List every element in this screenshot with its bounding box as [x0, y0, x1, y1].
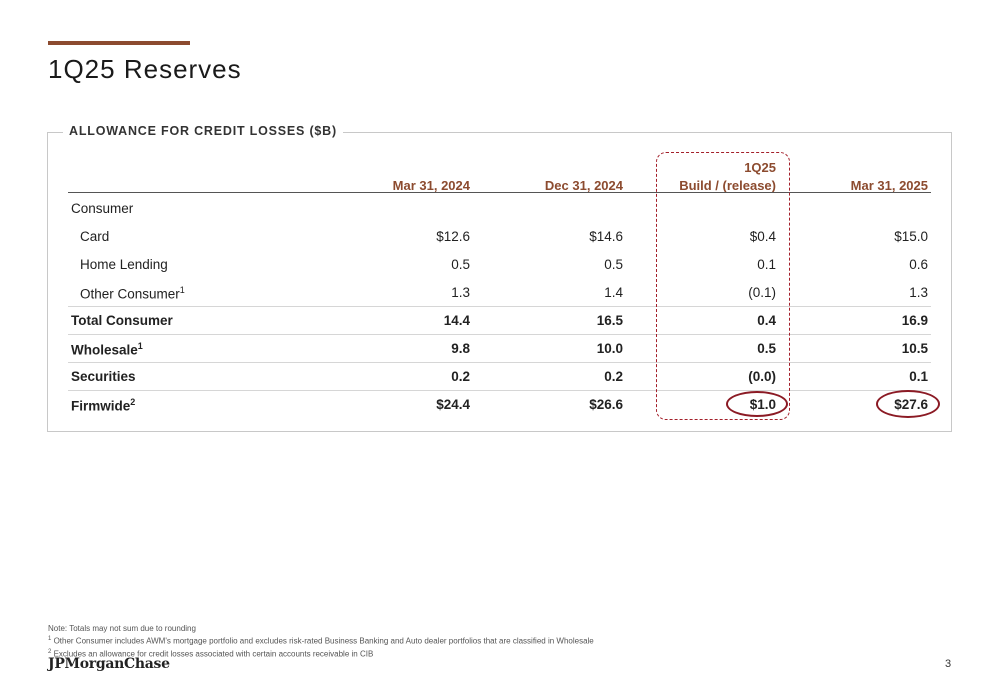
cell-build-release: 0.4 [757, 313, 776, 328]
build-release-highlight-box [656, 152, 790, 420]
row-label: Firmwide2 [71, 397, 136, 414]
cell-mar-2025: 1.3 [909, 285, 928, 300]
row-label: Total Consumer [71, 313, 173, 328]
cell-build-release: 0.1 [757, 257, 776, 272]
column-header-build-release: Build / (release) [679, 178, 776, 193]
cell-dec-2024: 16.5 [596, 313, 623, 328]
cell-mar-2025: 10.5 [901, 341, 928, 356]
panel-label: ALLOWANCE FOR CREDIT LOSSES ($B) [63, 124, 343, 138]
column-header-dec-2024: Dec 31, 2024 [544, 178, 623, 193]
cell-build-release: $0.4 [749, 229, 776, 244]
note-2: 2 Excludes an allowance for credit losse… [48, 648, 374, 659]
cell-mar-2024: 14.4 [443, 313, 470, 328]
table-row-other-consumer: Other Consumer1 1.3 1.4 (0.1) 1.3 [68, 278, 931, 307]
cell-mar-2024: 0.2 [451, 369, 470, 384]
table-row-firmwide: Firmwide2 $24.4 $26.6 $1.0 $27.6 [68, 390, 931, 418]
table-row-total-consumer: Total Consumer 14.4 16.5 0.4 16.9 [68, 306, 931, 335]
cell-mar-2025: 0.1 [909, 369, 928, 384]
cell-dec-2024: $26.6 [589, 397, 623, 412]
row-label: Consumer [71, 201, 134, 216]
cell-mar-2024: $12.6 [436, 229, 470, 244]
cell-dec-2024: 0.5 [604, 257, 623, 272]
table-row-card: Card $12.6 $14.6 $0.4 $15.0 [68, 222, 931, 250]
jpmorganchase-logo: JPMorganChase [48, 656, 170, 672]
cell-mar-2025: 0.6 [909, 257, 928, 272]
footnotes: Note: Totals may not sum due to rounding… [48, 624, 594, 659]
row-label: Wholesale1 [71, 341, 143, 358]
header-divider [68, 192, 931, 193]
allowance-panel [47, 132, 952, 432]
table-row-consumer: Consumer [68, 194, 931, 222]
build-total-highlight-circle [726, 391, 788, 417]
cell-mar-2024: 0.5 [451, 257, 470, 272]
cell-mar-2024: 9.8 [451, 341, 470, 356]
cell-build-release: (0.0) [748, 369, 776, 384]
column-header-mar-2024: Mar 31, 2024 [392, 178, 470, 193]
page-number: 3 [945, 658, 952, 670]
table-row-securities: Securities 0.2 0.2 (0.0) 0.1 [68, 362, 931, 391]
cell-mar-2025: 16.9 [901, 313, 928, 328]
note-rounding: Note: Totals may not sum due to rounding [48, 624, 196, 633]
cell-mar-2024: 1.3 [451, 285, 470, 300]
cell-dec-2024: 10.0 [596, 341, 623, 356]
row-label: Other Consumer1 [80, 285, 185, 302]
row-label: Securities [71, 369, 136, 384]
row-label: Home Lending [80, 257, 168, 272]
cell-mar-2025: $15.0 [894, 229, 928, 244]
note-1: 1 Other Consumer includes AWM's mortgage… [48, 636, 594, 646]
firmwide-total-highlight-circle [876, 390, 940, 418]
cell-mar-2024: $24.4 [436, 397, 470, 412]
cell-dec-2024: 0.2 [604, 369, 623, 384]
cell-build-release: (0.1) [748, 285, 776, 300]
page-title: 1Q25 Reserves [48, 54, 242, 84]
column-header-1q25: 1Q25 [744, 160, 776, 175]
table-row-home-lending: Home Lending 0.5 0.5 0.1 0.6 [68, 250, 931, 278]
row-label: Card [80, 229, 110, 244]
cell-dec-2024: 1.4 [604, 285, 623, 300]
column-header-mar-2025: Mar 31, 2025 [850, 178, 928, 193]
cell-dec-2024: $14.6 [589, 229, 623, 244]
title-accent-bar [48, 41, 190, 45]
cell-build-release: 0.5 [757, 341, 776, 356]
table-row-wholesale: Wholesale1 9.8 10.0 0.5 10.5 [68, 334, 931, 363]
